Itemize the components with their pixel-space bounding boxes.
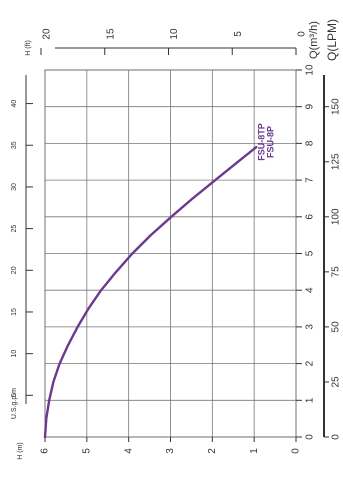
axis-label-usgpm: U.S.g.p.m <box>11 388 18 419</box>
tick-label-q-4: 4 <box>305 287 316 293</box>
tick-label-usgpm-10: 10 <box>11 350 18 358</box>
series-label-1: FSU-8P <box>265 126 275 158</box>
tick-label-usgpm-20: 20 <box>11 266 18 274</box>
tick-label-q-5: 5 <box>305 250 316 256</box>
axis-label-q-lpm: Q(LPM) <box>325 19 339 61</box>
tick-label-h-ft-20: 20 <box>42 28 53 40</box>
tick-label-h-0: 0 <box>291 448 302 454</box>
tick-label-h-6: 6 <box>40 448 51 454</box>
tick-label-h-1: 1 <box>249 448 260 454</box>
tick-label-lpm-50: 50 <box>331 321 342 333</box>
tick-label-lpm-150: 150 <box>331 98 342 115</box>
tick-label-h-ft-0: 0 <box>297 31 308 37</box>
tick-label-q-0: 0 <box>305 434 316 440</box>
tick-label-q-7: 7 <box>305 177 316 183</box>
tick-label-usgpm-25: 25 <box>11 225 18 233</box>
tick-label-q-8: 8 <box>305 140 316 146</box>
curve-layer <box>43 145 258 439</box>
axes <box>25 47 329 442</box>
tick-label-usgpm-30: 30 <box>11 183 18 191</box>
tick-label-h-ft-10: 10 <box>169 28 180 40</box>
series-line-0 <box>43 145 258 439</box>
tick-label-q-6: 6 <box>305 214 316 220</box>
tick-label-q-2: 2 <box>305 360 316 366</box>
tick-label-h-2: 2 <box>207 448 218 454</box>
tick-label-h-ft-15: 15 <box>105 28 116 40</box>
tick-label-q-1: 1 <box>305 397 316 403</box>
tick-label-q-10: 10 <box>305 64 316 76</box>
axis-label-q-m3h: Q(m³/h) <box>308 21 320 59</box>
tick-label-lpm-100: 100 <box>331 208 342 225</box>
tick-label-lpm-75: 75 <box>331 266 342 278</box>
tick-label-q-3: 3 <box>305 324 316 330</box>
axis-label-h-ft: H (ft) <box>25 40 32 56</box>
axis-label-h-m: H (m) <box>17 442 24 460</box>
tick-label-h-5: 5 <box>81 448 92 454</box>
tick-label-h-4: 4 <box>123 448 134 454</box>
tick-label-h-3: 3 <box>165 448 176 454</box>
tick-label-q-9: 9 <box>305 103 316 109</box>
tick-label-usgpm-15: 15 <box>11 308 18 316</box>
tick-label-lpm-125: 125 <box>331 153 342 170</box>
tick-label-lpm-0: 0 <box>331 434 342 440</box>
tick-label-h-ft-5: 5 <box>233 31 244 37</box>
series-label-0: FSU-8TP <box>256 123 266 161</box>
tick-label-usgpm-5: 5 <box>11 393 18 397</box>
tick-label-lpm-25: 25 <box>331 376 342 388</box>
tick-label-usgpm-40: 40 <box>11 100 18 108</box>
tick-label-usgpm-35: 35 <box>11 141 18 149</box>
